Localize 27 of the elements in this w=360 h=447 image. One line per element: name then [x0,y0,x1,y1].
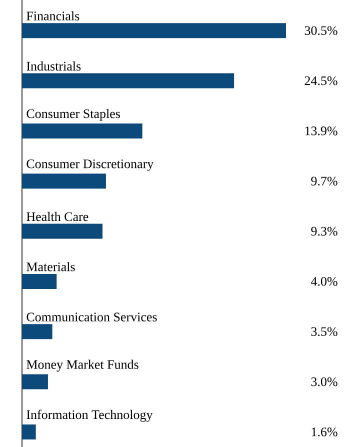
y-tick-label: Money Market Funds [26,360,138,372]
y-tick-label: Financials [26,11,80,20]
bar [22,274,57,289]
bar [22,424,36,440]
data-label: 24.5% [304,76,338,86]
bar [22,23,286,38]
bar [22,73,234,88]
data-label: 9.7% [311,176,338,186]
bar [22,174,106,189]
data-label: 9.3% [311,226,338,236]
y-tick-label: Information Technology [26,410,153,422]
data-label: 4.0% [310,277,338,286]
data-label: 1.6% [312,428,338,436]
bar [22,224,102,239]
y-tick-label: Consumer Discretionary [26,159,154,171]
data-label: 3.5% [311,327,338,336]
y-tick-label: Consumer Staples [26,108,120,121]
data-label: 3.0% [311,377,338,386]
y-tick-label: Materials [26,262,75,272]
y-tick-label: Health Care [26,212,88,222]
bar [22,324,52,340]
y-tick-label: Communication Services [26,312,157,322]
bar [22,374,48,390]
data-label: 30.5% [304,26,338,36]
y-tick-label: Industrials [26,61,81,71]
bar [22,123,142,138]
data-label: 13.9% [305,126,338,136]
